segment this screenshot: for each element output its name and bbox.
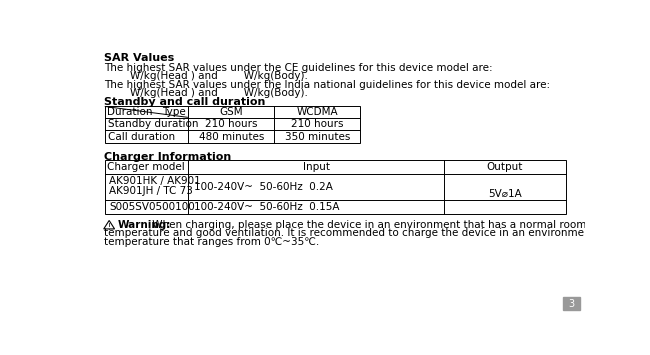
Text: temperature that ranges from 0℃~35℃.: temperature that ranges from 0℃~35℃.: [105, 237, 320, 247]
Text: Output: Output: [487, 162, 523, 171]
Text: 480 minutes: 480 minutes: [198, 132, 264, 142]
Text: Input: Input: [303, 162, 330, 171]
Bar: [105, 106, 360, 143]
Text: 100-240V~  50-60Hz  0.2A: 100-240V~ 50-60Hz 0.2A: [194, 182, 333, 192]
Text: 210 hours: 210 hours: [205, 119, 257, 129]
Text: 350 minutes: 350 minutes: [285, 132, 350, 142]
Text: Charger model: Charger model: [107, 162, 185, 171]
Text: The highest SAR values under the India national guidelines for this device model: The highest SAR values under the India n…: [105, 80, 551, 89]
Text: W/kg(Head ) and        W/kg(Body).: W/kg(Head ) and W/kg(Body).: [105, 88, 308, 98]
Bar: [562, 297, 580, 310]
Text: Charger Information: Charger Information: [105, 152, 232, 162]
Text: The highest SAR values under the CE guidelines for this device model are:: The highest SAR values under the CE guid…: [105, 62, 493, 73]
Text: 210 hours: 210 hours: [291, 119, 343, 129]
Text: 3: 3: [568, 299, 574, 308]
Text: W/kg(Head ) and        W/kg(Body).: W/kg(Head ) and W/kg(Body).: [105, 71, 308, 81]
Text: GSM: GSM: [220, 107, 243, 117]
Text: S005SV0500100: S005SV0500100: [109, 202, 195, 212]
Text: AK901JH / TC 73: AK901JH / TC 73: [109, 186, 193, 196]
Text: temperature and good ventilation. It is recommended to charge the device in an e: temperature and good ventilation. It is …: [105, 228, 630, 238]
Text: Call duration: Call duration: [108, 132, 175, 142]
Text: Duration: Duration: [107, 106, 152, 116]
Text: AK901HK / AK901: AK901HK / AK901: [109, 176, 201, 186]
Text: !: !: [108, 223, 111, 232]
Text: SAR Values: SAR Values: [105, 53, 175, 64]
Bar: [105, 160, 566, 214]
Text: Standby duration: Standby duration: [108, 119, 198, 129]
Text: 5V⌀1A: 5V⌀1A: [488, 189, 522, 198]
Text: Warning:: Warning:: [118, 220, 171, 230]
Text: Standby and call duration: Standby and call duration: [105, 97, 266, 107]
Text: Type: Type: [162, 107, 186, 117]
Text: 100-240V~  50-60Hz  0.15A: 100-240V~ 50-60Hz 0.15A: [194, 202, 340, 212]
Text: When charging, please place the device in an environment that has a normal room: When charging, please place the device i…: [149, 220, 586, 230]
Text: WCDMA: WCDMA: [296, 107, 338, 117]
